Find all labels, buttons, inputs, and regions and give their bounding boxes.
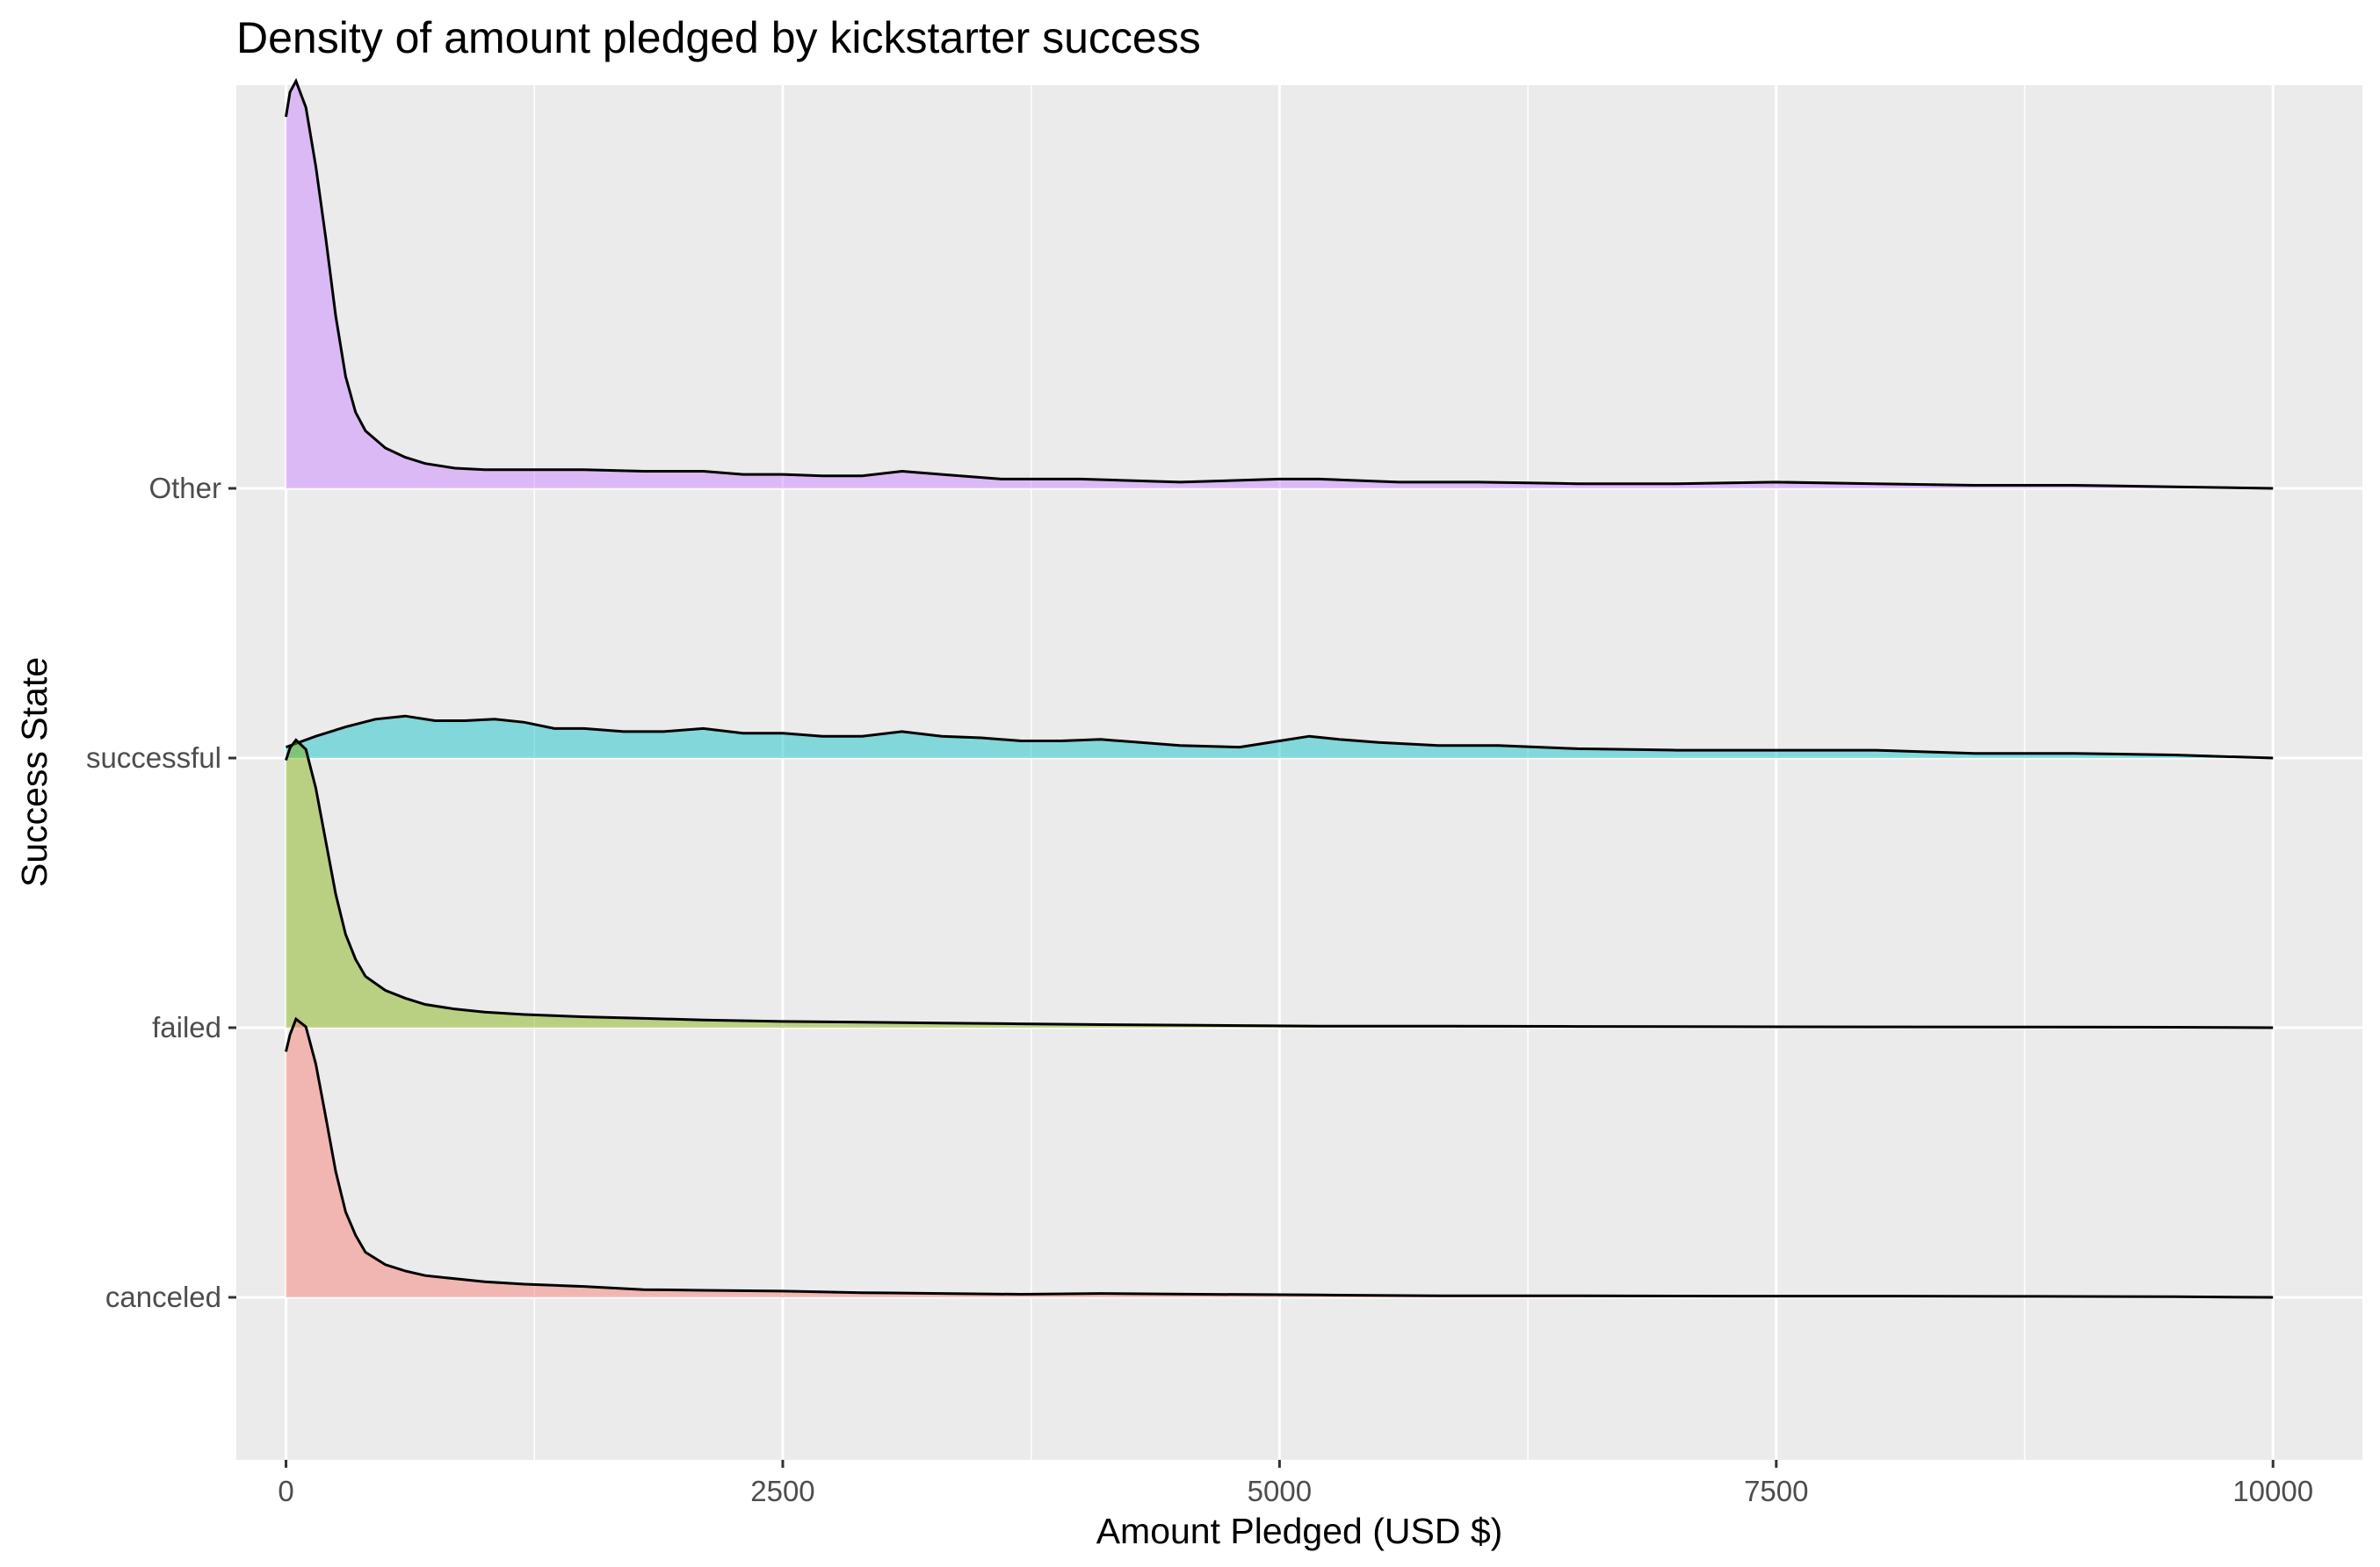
density-line-successful	[285, 714, 2274, 760]
ridge-canceled	[285, 1016, 2274, 1299]
axes: canceled failed successful Other 0 2500 5000 75…	[86, 472, 2313, 1507]
density-line-failed	[285, 738, 2274, 1029]
x-tick-label-0: 0	[278, 1475, 293, 1507]
density-ridges	[285, 77, 2274, 1299]
y-axis-title: Success State	[14, 657, 54, 887]
x-tick-label-2500: 2500	[750, 1475, 814, 1507]
plot-panel	[236, 85, 2362, 1460]
x-tick-label-10000: 10000	[2232, 1475, 2313, 1507]
y-tick-label-failed: failed	[152, 1011, 221, 1043]
y-tick-label-canceled: canceled	[105, 1281, 221, 1313]
ridge-failed	[285, 738, 2274, 1029]
x-tick-label-5000: 5000	[1248, 1475, 1312, 1507]
x-tick-label-7500: 7500	[1744, 1475, 1808, 1507]
density-line-Other	[285, 77, 2274, 490]
y-tick-label-successful: successful	[86, 741, 221, 774]
density-line-canceled	[285, 1016, 2274, 1299]
y-tick-label-Other: Other	[148, 472, 221, 504]
density-area-successful	[286, 716, 2274, 758]
ridge-Other	[285, 77, 2274, 490]
chart-title: Density of amount pledged by kickstarter…	[236, 13, 1201, 62]
ridge-successful	[285, 714, 2274, 760]
x-axis-title: Amount Pledged (USD $)	[1096, 1511, 1503, 1551]
